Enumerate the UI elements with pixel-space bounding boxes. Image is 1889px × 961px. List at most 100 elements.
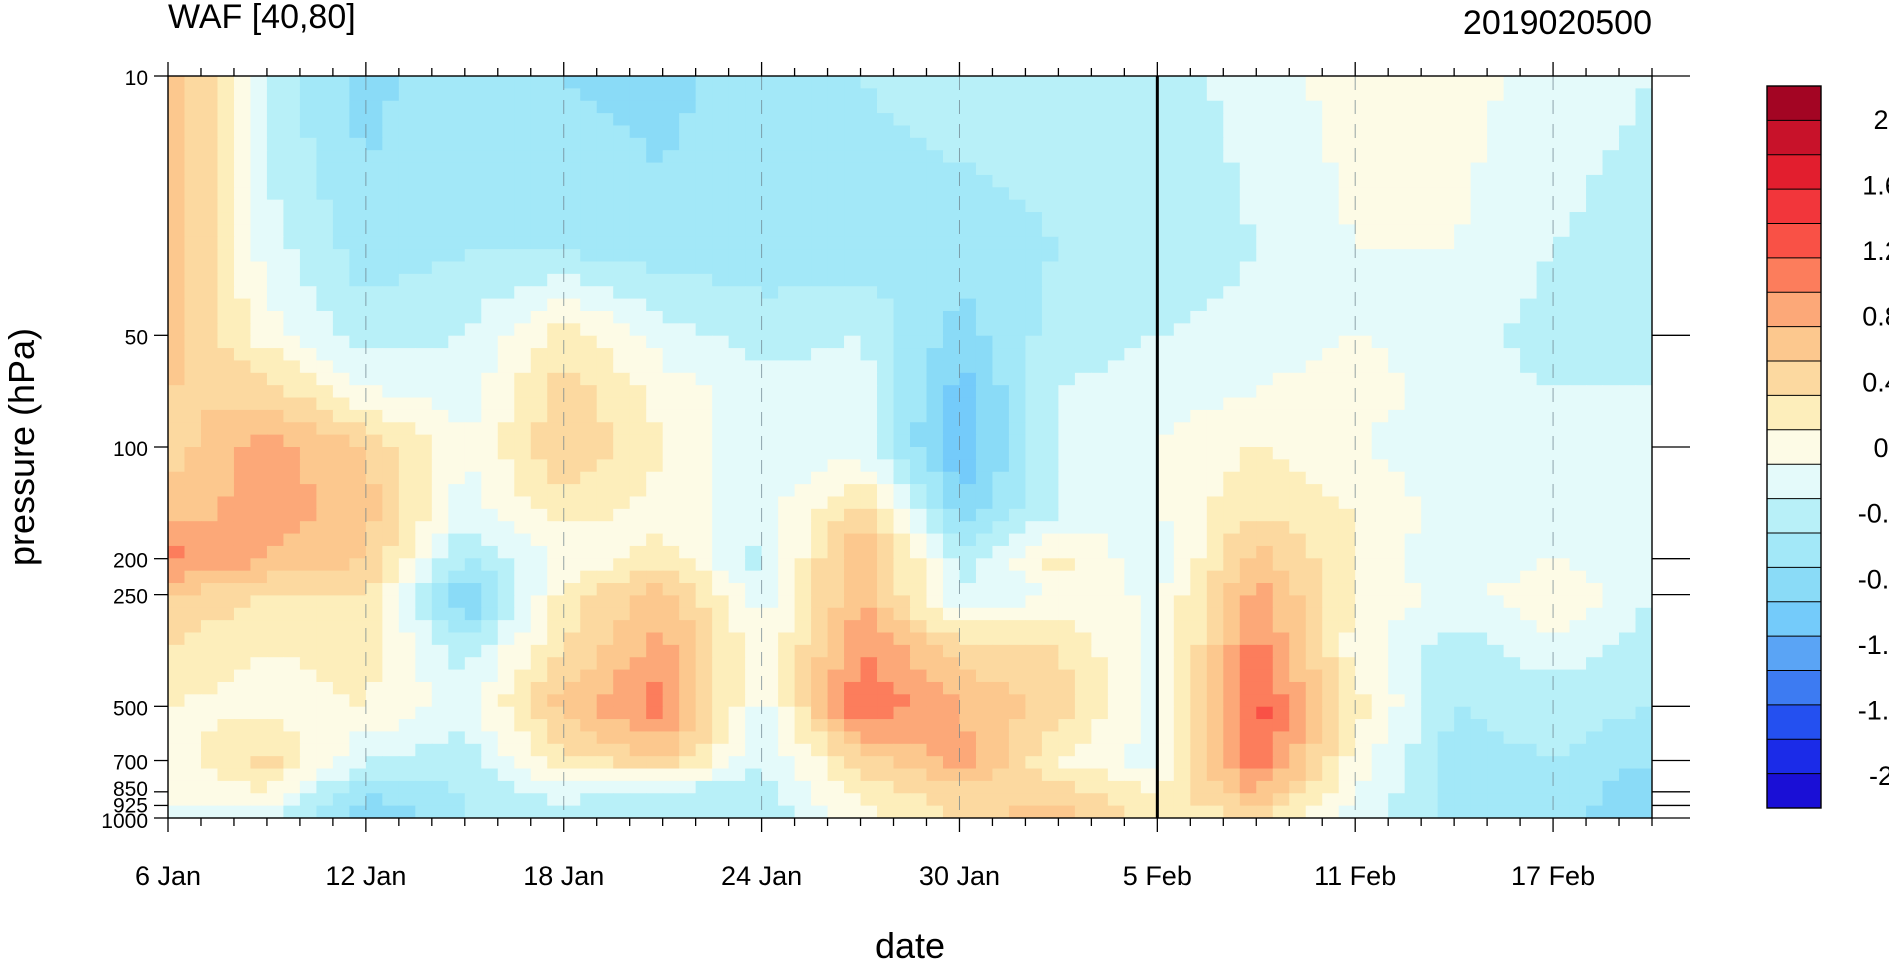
field-cell: [1404, 607, 1422, 621]
field-cell: [910, 620, 928, 634]
field-cell: [646, 249, 664, 263]
field-cell: [1355, 657, 1373, 671]
field-cell: [1437, 694, 1455, 708]
field-cell: [1041, 657, 1059, 671]
field-cell: [398, 657, 416, 671]
field-cell: [1454, 273, 1472, 287]
field-cell: [464, 162, 482, 176]
field-cell: [1371, 298, 1389, 312]
field-cell: [1140, 706, 1158, 720]
field-cell: [1322, 76, 1340, 89]
field-cell: [1157, 335, 1175, 349]
field-cell: [877, 422, 895, 436]
field-cell: [1173, 669, 1191, 683]
field-cell: [1157, 434, 1175, 448]
field-cell: [827, 459, 845, 473]
field-cell: [1091, 273, 1109, 287]
field-cell: [1454, 459, 1472, 473]
field-cell: [580, 286, 598, 300]
field-cell: [893, 694, 911, 708]
field-cell: [1157, 113, 1175, 127]
field-cell: [613, 162, 631, 176]
field-cell: [1190, 187, 1208, 201]
field-cell: [1206, 583, 1224, 596]
field-cell: [1058, 76, 1076, 89]
field-cell: [992, 113, 1010, 127]
field-cell: [1173, 681, 1191, 695]
field-cell: [695, 100, 713, 114]
field-cell: [448, 150, 466, 164]
field-cell: [1305, 273, 1323, 287]
field-cell: [1157, 681, 1175, 695]
field-cell: [596, 224, 614, 238]
field-cell: [1140, 558, 1158, 572]
field-cell: [415, 100, 433, 114]
field-cell: [1470, 632, 1488, 646]
field-cell: [1404, 174, 1422, 188]
field-cell: [1454, 298, 1472, 312]
field-cell: [646, 669, 664, 683]
field-cell: [184, 385, 202, 399]
field-cell: [1553, 434, 1571, 448]
field-cell: [332, 125, 350, 139]
field-cell: [794, 669, 812, 683]
field-cell: [1536, 137, 1554, 151]
field-cell: [1635, 731, 1652, 745]
field-cell: [1553, 150, 1571, 164]
field-cell: [926, 249, 944, 263]
field-cell: [1470, 558, 1488, 572]
field-cell: [728, 607, 746, 621]
field-cell: [266, 100, 285, 114]
field-cell: [712, 100, 730, 114]
field-cell: [1553, 570, 1571, 584]
field-cell: [1553, 533, 1571, 547]
field-cell: [1437, 212, 1455, 225]
field-cell: [514, 286, 532, 300]
field-cell: [547, 583, 565, 596]
field-cell: [563, 335, 581, 349]
field-cell: [1206, 533, 1224, 547]
field-cell: [1536, 459, 1554, 473]
field-cell: [1305, 644, 1323, 658]
field-cell: [266, 496, 285, 510]
field-cell: [250, 150, 268, 164]
field-cell: [1223, 706, 1241, 720]
field-cell: [547, 409, 565, 423]
field-cell: [1619, 335, 1637, 349]
field-cell: [893, 224, 911, 238]
field-cell: [1223, 409, 1241, 423]
field-cell: [942, 459, 961, 473]
field-cell: [860, 125, 878, 139]
field-cell: [547, 496, 565, 510]
field-cell: [1091, 521, 1109, 535]
field-cell: [464, 236, 482, 250]
field-cell: [1437, 385, 1455, 399]
field-cell: [745, 162, 763, 176]
field-cell: [1173, 261, 1191, 275]
field-cell: [942, 447, 961, 460]
field-cell: [778, 484, 796, 498]
field-cell: [679, 88, 697, 102]
field-cell: [596, 125, 614, 139]
field-cell: [975, 360, 994, 374]
field-cell: [926, 681, 944, 695]
field-cell: [745, 236, 763, 250]
field-cell: [975, 187, 994, 201]
field-cell: [168, 558, 186, 572]
field-cell: [184, 620, 202, 634]
field-cell: [1289, 558, 1307, 572]
field-cell: [695, 681, 713, 695]
field-cell: [497, 447, 515, 460]
field-cell: [613, 533, 631, 547]
field-cell: [1322, 409, 1340, 423]
field-cell: [1487, 533, 1505, 547]
field-cell: [1074, 187, 1092, 201]
field-cell: [481, 681, 499, 695]
field-cell: [1041, 583, 1059, 596]
field-cell: [398, 310, 416, 324]
field-cell: [1635, 174, 1652, 188]
field-cell: [431, 212, 449, 225]
field-cell: [1421, 125, 1439, 139]
field-cell: [827, 174, 845, 188]
field-cell: [662, 583, 680, 596]
